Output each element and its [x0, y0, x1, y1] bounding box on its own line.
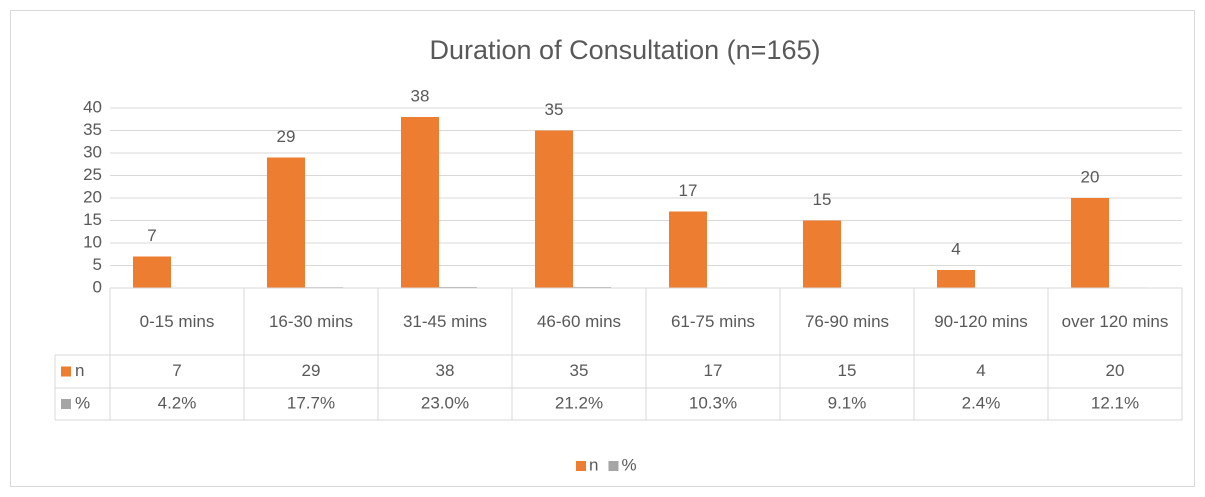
y-tick-label: 30 [83, 142, 102, 161]
y-tick-label: 35 [83, 120, 102, 139]
x-tick-label: 16-30 mins [268, 311, 354, 331]
table-value: 10.3% [689, 393, 737, 412]
table-value: 9.1% [828, 393, 867, 412]
bar [401, 117, 439, 288]
data-label: 7 [147, 226, 156, 245]
table-value: 4.2% [158, 393, 197, 412]
bar [439, 286, 477, 288]
bar [267, 157, 305, 288]
data-label: 38 [411, 86, 430, 105]
table-value: 23.0% [421, 393, 469, 412]
y-tick-label: 25 [83, 165, 102, 184]
bar [133, 256, 171, 288]
y-tick-label: 15 [83, 210, 102, 229]
legend-label: n [589, 455, 598, 474]
table-value: 29 [302, 361, 321, 380]
table-value: 17.7% [287, 393, 335, 412]
y-tick-label: 10 [83, 232, 102, 251]
bar [937, 270, 975, 288]
chart-title: Duration of Consultation (n=165) [430, 35, 821, 65]
bar [1071, 198, 1109, 288]
table-legend-key [61, 366, 71, 377]
category-cell: 31-45 mins [402, 311, 488, 331]
category-cell: 61-75 mins [670, 311, 756, 331]
data-label: 29 [277, 127, 296, 146]
table-value: 38 [436, 361, 455, 380]
x-tick-label: 46-60 mins [536, 311, 622, 331]
y-tick-label: 5 [93, 255, 102, 274]
y-tick-label: 20 [83, 187, 102, 206]
table-value: 21.2% [555, 393, 603, 412]
table-value: 20 [1106, 361, 1125, 380]
table-value: 2.4% [962, 393, 1001, 412]
table-value: 4 [976, 361, 985, 380]
bar [669, 211, 707, 288]
bar [535, 130, 573, 288]
x-tick-label: 90-120 mins [934, 311, 1028, 331]
legend-key [576, 461, 586, 471]
data-label: 15 [813, 190, 832, 209]
category-cell: 90-120 mins [934, 311, 1028, 331]
data-label: 35 [545, 100, 564, 119]
table-series-name: n [75, 361, 84, 380]
chart-border [10, 10, 1195, 487]
bar [803, 220, 841, 288]
x-tick-label: over 120 mins [1061, 311, 1169, 331]
table-legend-key [61, 399, 71, 409]
data-label: 20 [1081, 167, 1100, 186]
x-tick-label: 76-90 mins [804, 311, 890, 331]
table-value: 7 [172, 361, 181, 380]
table-series-name: % [75, 393, 90, 412]
table-value: 15 [838, 361, 857, 380]
table-value: 17 [704, 361, 723, 380]
table-value: 35 [570, 361, 589, 380]
x-tick-label: 61-75 mins [670, 311, 756, 331]
category-cell: over 120 mins [1061, 311, 1169, 331]
legend-label: % [621, 455, 636, 474]
category-cell: 76-90 mins [804, 311, 890, 331]
table-value: 12.1% [1091, 393, 1139, 412]
y-tick-label: 0 [93, 277, 102, 296]
y-tick-label: 40 [83, 97, 102, 116]
x-tick-label: 31-45 mins [402, 311, 488, 331]
category-cell: 0-15 mins [139, 311, 215, 331]
category-cell: 16-30 mins [268, 311, 354, 331]
data-label: 17 [679, 181, 698, 200]
data-label: 4 [951, 239, 960, 258]
x-tick-label: 0-15 mins [139, 311, 215, 331]
category-cell: 46-60 mins [536, 311, 622, 331]
legend-key [608, 461, 619, 471]
